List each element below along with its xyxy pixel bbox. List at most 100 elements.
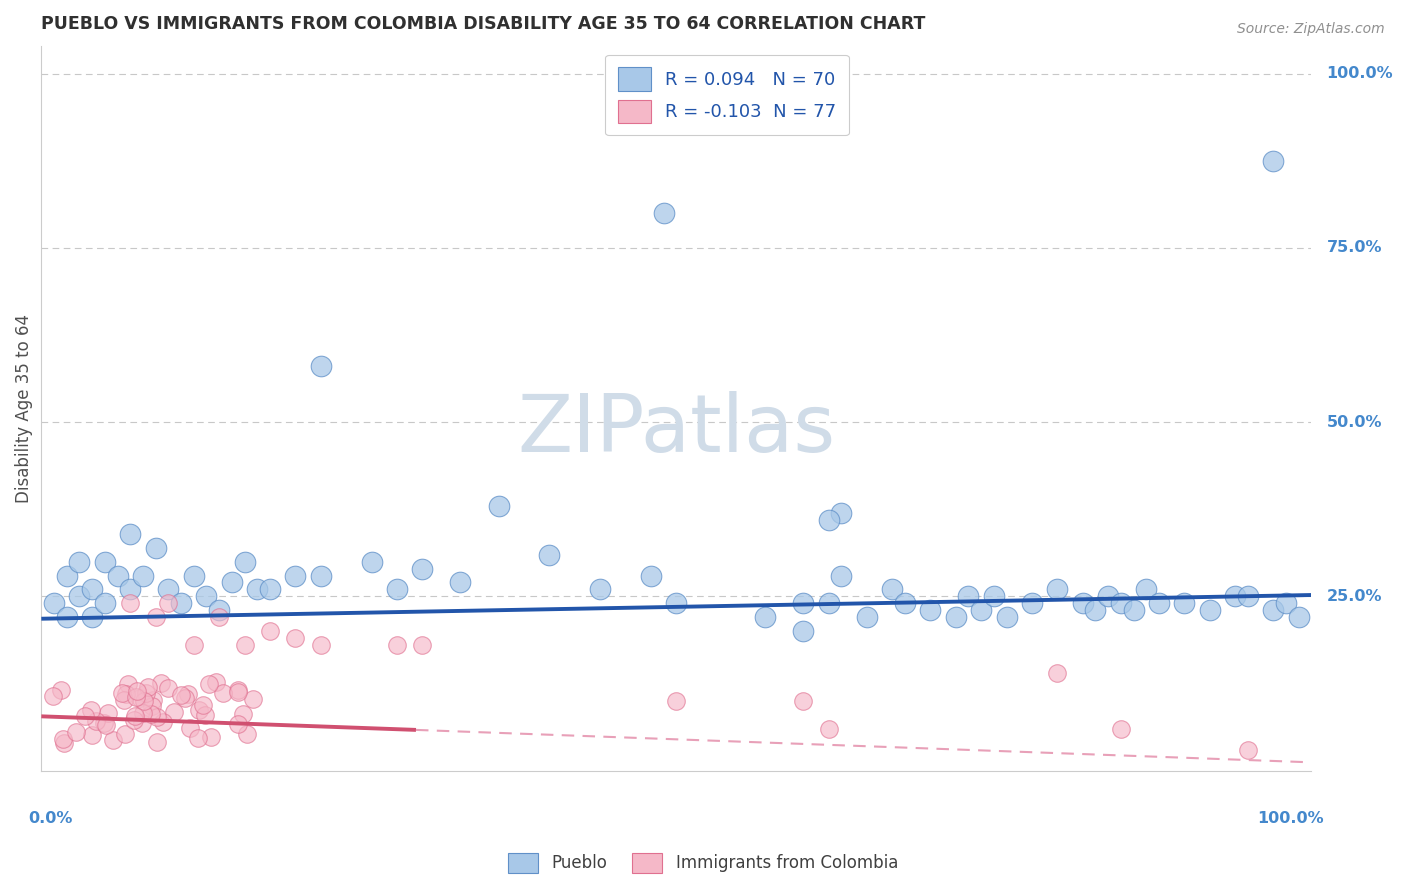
Point bbox=[882, 582, 904, 597]
Point bbox=[131, 716, 153, 731]
Point bbox=[124, 709, 146, 723]
Point bbox=[94, 718, 117, 732]
Point bbox=[1122, 603, 1144, 617]
Point bbox=[67, 555, 90, 569]
Point bbox=[120, 526, 142, 541]
Point bbox=[665, 596, 688, 610]
Point bbox=[894, 596, 917, 610]
Point bbox=[640, 568, 662, 582]
Point bbox=[589, 582, 612, 597]
Point bbox=[309, 568, 332, 582]
Point bbox=[284, 632, 307, 646]
Point bbox=[94, 555, 117, 569]
Point bbox=[174, 690, 197, 705]
Point bbox=[117, 676, 139, 690]
Point bbox=[259, 624, 281, 639]
Point bbox=[1046, 666, 1069, 681]
Point bbox=[177, 687, 200, 701]
Point bbox=[82, 582, 104, 597]
Point bbox=[103, 733, 125, 747]
Point bbox=[146, 735, 169, 749]
Point bbox=[145, 541, 167, 555]
Point bbox=[1263, 603, 1285, 617]
Point bbox=[233, 638, 256, 652]
Point bbox=[183, 638, 205, 652]
Point bbox=[856, 610, 879, 624]
Point bbox=[162, 706, 184, 720]
Point bbox=[187, 731, 209, 746]
Point bbox=[1109, 596, 1132, 610]
Point bbox=[1021, 596, 1043, 610]
Text: 0.0%: 0.0% bbox=[28, 811, 73, 826]
Point bbox=[42, 690, 65, 704]
Point bbox=[1109, 722, 1132, 736]
Point bbox=[652, 206, 675, 220]
Point bbox=[1173, 596, 1195, 610]
Point bbox=[120, 582, 142, 597]
Point bbox=[792, 694, 814, 708]
Point bbox=[1275, 596, 1298, 610]
Point bbox=[142, 693, 165, 707]
Point bbox=[995, 610, 1018, 624]
Y-axis label: Disability Age 35 to 64: Disability Age 35 to 64 bbox=[15, 314, 32, 503]
Point bbox=[259, 582, 281, 597]
Text: Source: ZipAtlas.com: Source: ZipAtlas.com bbox=[1237, 22, 1385, 37]
Point bbox=[221, 575, 243, 590]
Point bbox=[136, 680, 159, 694]
Point bbox=[183, 568, 205, 582]
Point bbox=[1236, 590, 1258, 604]
Point bbox=[233, 555, 256, 569]
Point bbox=[957, 590, 980, 604]
Legend: R = 0.094   N = 70, R = -0.103  N = 77: R = 0.094 N = 70, R = -0.103 N = 77 bbox=[606, 54, 849, 136]
Point bbox=[1046, 582, 1069, 597]
Point bbox=[945, 610, 967, 624]
Point bbox=[208, 603, 231, 617]
Point bbox=[488, 499, 510, 513]
Point bbox=[132, 694, 155, 708]
Point bbox=[197, 677, 219, 691]
Point bbox=[135, 686, 157, 700]
Point bbox=[385, 582, 408, 597]
Point bbox=[114, 726, 136, 740]
Point bbox=[125, 690, 148, 705]
Point bbox=[1135, 582, 1157, 597]
Point bbox=[157, 596, 180, 610]
Point bbox=[67, 590, 90, 604]
Point bbox=[1097, 590, 1119, 604]
Point bbox=[42, 596, 65, 610]
Point bbox=[792, 596, 814, 610]
Point bbox=[205, 675, 228, 690]
Point bbox=[65, 725, 87, 739]
Point bbox=[94, 596, 117, 610]
Point bbox=[114, 687, 136, 701]
Point bbox=[226, 683, 249, 698]
Point bbox=[111, 686, 134, 700]
Point bbox=[84, 714, 107, 729]
Point bbox=[122, 714, 145, 728]
Point bbox=[1147, 596, 1170, 610]
Point bbox=[107, 568, 129, 582]
Point bbox=[360, 555, 382, 569]
Text: PUEBLO VS IMMIGRANTS FROM COLOMBIA DISABILITY AGE 35 TO 64 CORRELATION CHART: PUEBLO VS IMMIGRANTS FROM COLOMBIA DISAB… bbox=[41, 15, 925, 33]
Text: 50.0%: 50.0% bbox=[1326, 415, 1382, 430]
Point bbox=[79, 703, 101, 717]
Point bbox=[157, 582, 180, 597]
Point bbox=[149, 676, 172, 690]
Point bbox=[665, 694, 688, 708]
Point bbox=[242, 692, 264, 706]
Point bbox=[983, 590, 1005, 604]
Legend: Pueblo, Immigrants from Colombia: Pueblo, Immigrants from Colombia bbox=[502, 847, 904, 880]
Point bbox=[1223, 590, 1246, 604]
Point bbox=[246, 582, 269, 597]
Point bbox=[120, 596, 142, 610]
Point bbox=[449, 575, 471, 590]
Point bbox=[232, 706, 254, 721]
Point bbox=[195, 590, 218, 604]
Point bbox=[146, 710, 169, 724]
Point bbox=[179, 721, 201, 735]
Text: 25.0%: 25.0% bbox=[1326, 589, 1382, 604]
Point bbox=[1084, 603, 1107, 617]
Point bbox=[188, 703, 211, 717]
Point bbox=[236, 727, 259, 741]
Point bbox=[309, 638, 332, 652]
